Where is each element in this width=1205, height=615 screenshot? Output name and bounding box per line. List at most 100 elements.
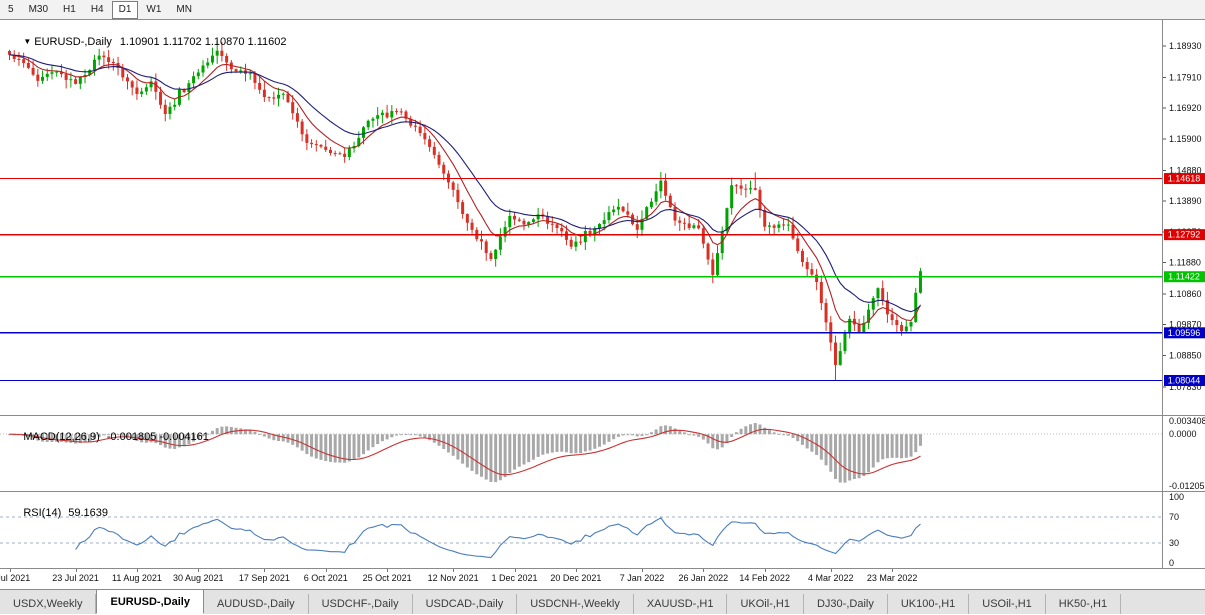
chart-tab-USDCNHWeekly[interactable]: USDCNH-,Weekly (517, 594, 634, 614)
candle-body (631, 214, 635, 225)
macd-axis-label: -0.01205 (1169, 481, 1205, 491)
candle-body (380, 112, 384, 116)
candle-body (574, 241, 578, 247)
macd-chart[interactable]: 0.003408 0.0000 -0.01205 (0, 416, 1205, 491)
price-tick-label: 1.13890 (1169, 196, 1202, 206)
candle-body (682, 222, 686, 224)
candle-body (399, 111, 403, 113)
chart-tab-UKOilH1[interactable]: UKOil-,H1 (727, 594, 804, 614)
price-tick-label: 1.16920 (1169, 103, 1202, 113)
macd-histogram-bar (734, 432, 738, 435)
candle-body (904, 326, 908, 332)
time-axis[interactable]: 5 Jul 2021 23 Jul 2021 11 Aug 2021 30 Aug 2… (0, 568, 1205, 589)
date-label: 14 Feb 2022 (739, 573, 790, 583)
timeframe-button-H4[interactable]: H4 (90, 3, 104, 15)
candle-body (456, 189, 460, 203)
macd-histogram-bar (248, 430, 252, 435)
timeframe-button-M30[interactable]: M30 (28, 3, 49, 15)
candle-body (810, 269, 814, 275)
macd-histogram-bar (192, 434, 196, 442)
chart-tab-USOilH1[interactable]: USOil-,H1 (969, 594, 1046, 614)
price-chart[interactable]: 1.18930 1.17910 1.16920 1.15900 1.14880 1.138… (0, 20, 1205, 415)
candle-body (824, 303, 828, 323)
candle-body (140, 91, 144, 95)
candle-body (314, 144, 318, 146)
price-tick-label: 1.09870 (1169, 319, 1202, 329)
chart-tab-DJ30Daily[interactable]: DJ30-,Daily (804, 594, 888, 614)
macd-histogram-bar (201, 434, 205, 437)
macd-histogram-bar (328, 434, 332, 463)
macd-histogram-bar (583, 434, 587, 452)
candle-body (277, 94, 281, 99)
price-level-badge (1164, 173, 1205, 185)
macd-histogram-bar (569, 434, 573, 454)
macd-histogram-bar (144, 434, 148, 443)
chart-tab-AUDUSDDaily[interactable]: AUDUSD-,Daily (204, 594, 309, 614)
date-label: 17 Sep 2021 (238, 573, 290, 583)
date-tick-mark (764, 569, 766, 572)
timeframe-button-D1[interactable]: D1 (111, 0, 139, 19)
macd-histogram-bar (763, 427, 767, 435)
candle-body (848, 318, 852, 334)
macd-histogram-bar (428, 434, 432, 441)
chart-tab-XAUUSDH1[interactable]: XAUUSD-,H1 (634, 594, 728, 614)
date-label: 4 Mar 2022 (808, 573, 854, 583)
price-level-badge-label: 1.08044 (1168, 375, 1201, 385)
date-label: 26 Jan 2022 (678, 573, 729, 583)
candle-body (678, 220, 682, 223)
macd-histogram-bar (744, 426, 748, 435)
macd-histogram-bar (739, 428, 743, 435)
macd-histogram-bar (574, 434, 578, 454)
macd-histogram-bar (451, 434, 455, 456)
candle-body (564, 231, 568, 240)
date-tick-mark (641, 569, 643, 572)
candle-body (550, 223, 554, 225)
candle-body (867, 309, 871, 323)
macd-histogram-bar (564, 434, 568, 453)
candle-body (376, 115, 380, 119)
rsi-axis-label: 70 (1169, 512, 1179, 522)
timeframe-button-MN[interactable]: MN (176, 3, 192, 15)
chart-tab-USDCHFDaily[interactable]: USDCHF-,Daily (309, 594, 413, 614)
candle-body (64, 74, 68, 80)
candle-body (692, 225, 696, 228)
rsi-chart[interactable]: 100 70 30 0 (0, 492, 1205, 568)
macd-histogram-bar (310, 434, 314, 457)
candle-body (366, 120, 370, 128)
chart-tab-UK100H1[interactable]: UK100-,H1 (888, 594, 970, 614)
candle-body (253, 73, 257, 83)
candle-body (305, 134, 309, 143)
macd-histogram-bar (503, 434, 507, 478)
macd-histogram-bar (423, 434, 427, 439)
chart-tab-HK50H1[interactable]: HK50-,H1 (1046, 594, 1122, 614)
chart-tab-USDCADDaily[interactable]: USDCAD-,Daily (413, 594, 518, 614)
date-label: 12 Nov 2021 (427, 573, 479, 583)
candle-body (687, 223, 691, 228)
candle-body (239, 70, 243, 72)
macd-histogram-bar (366, 434, 370, 451)
candle-body (390, 111, 394, 118)
timeframe-button-5[interactable]: 5 (8, 3, 14, 15)
macd-histogram-bar (522, 434, 526, 465)
candle-body (503, 227, 507, 237)
macd-histogram-bar (116, 434, 120, 436)
candle-body (173, 104, 177, 107)
timeframe-button-H1[interactable]: H1 (63, 3, 76, 15)
macd-histogram-bar (343, 434, 347, 463)
macd-histogram-bar (489, 434, 493, 482)
chart-tab-USDXWeekly[interactable]: USDX,Weekly (0, 594, 97, 614)
candle-body (451, 182, 455, 190)
candle-body (55, 71, 59, 73)
timeframe-button-W1[interactable]: W1 (146, 3, 162, 15)
price-level-badge-label: 1.14618 (1168, 174, 1201, 184)
macd-histogram-bar (730, 434, 734, 437)
chart-tab-EURUSDDaily[interactable]: EURUSD-,Daily (96, 589, 204, 614)
candle-body (371, 118, 375, 121)
candle-body (97, 55, 101, 60)
date-label: 20 Dec 2021 (550, 573, 602, 583)
macd-histogram-bar (607, 434, 611, 442)
macd-histogram-bar (413, 434, 417, 436)
macd-histogram-bar (687, 434, 691, 436)
candle-body (805, 262, 809, 270)
symbol-dropdown-icon[interactable]: ▼ (23, 37, 32, 46)
